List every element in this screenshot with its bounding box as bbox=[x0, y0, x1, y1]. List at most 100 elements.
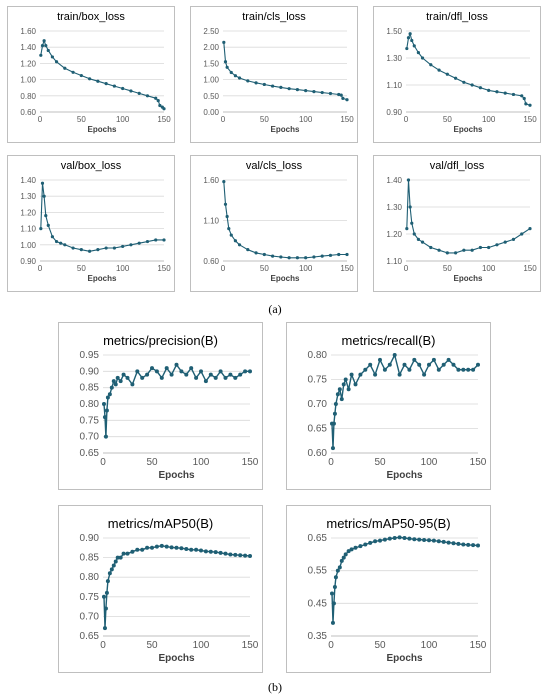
data-point bbox=[179, 369, 184, 374]
data-point bbox=[446, 357, 451, 362]
data-point bbox=[397, 535, 402, 540]
y-tick-label: 1.30 bbox=[20, 192, 36, 201]
y-tick-label: 0.90 bbox=[386, 108, 402, 117]
data-point bbox=[331, 601, 336, 606]
y-tick-label: 0.85 bbox=[80, 383, 100, 394]
x-tick-label: 150 bbox=[157, 115, 171, 124]
data-point bbox=[150, 366, 154, 371]
data-point bbox=[184, 372, 189, 377]
data-point bbox=[429, 245, 433, 250]
y-tick-label: 1.30 bbox=[386, 54, 402, 63]
data-point bbox=[456, 367, 461, 372]
data-point bbox=[159, 375, 164, 380]
data-point bbox=[471, 367, 476, 372]
x-tick-label: 50 bbox=[374, 457, 386, 468]
y-tick-label: 0.75 bbox=[80, 415, 100, 426]
data-point bbox=[71, 246, 75, 250]
y-tick-label: 0.90 bbox=[20, 257, 36, 266]
metrics-map50-95-b-title: metrics/mAP50-95(B) bbox=[326, 516, 451, 531]
data-point bbox=[476, 543, 480, 548]
data-point bbox=[79, 73, 83, 78]
y-tick-label: 1.60 bbox=[203, 176, 219, 185]
data-point bbox=[363, 542, 368, 547]
data-point bbox=[343, 377, 348, 382]
y-tick-label: 0.85 bbox=[80, 553, 100, 564]
data-point bbox=[179, 546, 184, 551]
data-point bbox=[130, 549, 135, 554]
data-point bbox=[328, 91, 333, 96]
chart-panel-metrics-recall: metrics/recall(B) 0.60 0.65 0.70 0.75 0.80 0 50… bbox=[286, 322, 491, 490]
data-point bbox=[115, 555, 120, 560]
y-tick-label: 0.80 bbox=[80, 399, 100, 410]
data-point bbox=[279, 255, 283, 259]
data-point bbox=[368, 362, 373, 367]
chart-panel-val-dfl-loss: val/dfl_loss 1.10 1.20 1.30 1.40 0 50 100 150 Epo… bbox=[373, 155, 541, 292]
data-point bbox=[368, 540, 373, 545]
data-point bbox=[410, 38, 414, 43]
data-point bbox=[476, 362, 480, 367]
data-point bbox=[130, 382, 135, 387]
y-tick-label: 1.10 bbox=[20, 225, 36, 234]
data-point bbox=[431, 357, 436, 362]
data-point bbox=[107, 392, 112, 397]
data-point bbox=[503, 91, 507, 95]
x-tick-label: 150 bbox=[340, 264, 354, 273]
val-box-loss-title: val/box_loss bbox=[60, 160, 122, 172]
x-tick-label: 150 bbox=[523, 264, 537, 273]
x-axis-label: Epochs bbox=[271, 125, 300, 134]
data-point bbox=[410, 221, 414, 225]
data-point bbox=[223, 551, 228, 556]
data-point bbox=[199, 369, 203, 374]
data-point bbox=[145, 372, 150, 377]
data-point bbox=[243, 369, 248, 374]
y-tick-label: 1.50 bbox=[203, 59, 219, 68]
data-point bbox=[441, 539, 446, 544]
data-point bbox=[337, 565, 342, 570]
data-point bbox=[511, 237, 516, 241]
data-point bbox=[320, 90, 324, 95]
y-tick-label: 1.50 bbox=[386, 27, 402, 36]
data-point bbox=[203, 549, 208, 554]
y-tick-label: 0.90 bbox=[80, 366, 100, 377]
x-tick-label: 0 bbox=[100, 457, 106, 468]
data-point bbox=[345, 98, 349, 102]
data-point bbox=[382, 537, 387, 542]
data-point bbox=[44, 43, 48, 48]
data-point bbox=[295, 256, 299, 260]
x-tick-label: 100 bbox=[116, 264, 130, 273]
data-point bbox=[412, 44, 416, 48]
data-point bbox=[445, 72, 449, 76]
val-cls-loss-plot: 0.60 1.10 1.60 0 50 100 150 Epochs bbox=[203, 176, 354, 283]
data-point bbox=[304, 89, 308, 93]
data-point bbox=[223, 202, 228, 206]
data-point bbox=[406, 178, 411, 182]
x-tick-label: 0 bbox=[328, 640, 334, 651]
data-point bbox=[145, 239, 150, 244]
y-tick-label: 0.75 bbox=[308, 375, 328, 386]
data-point bbox=[156, 99, 160, 103]
data-point bbox=[233, 239, 237, 243]
x-tick-label: 150 bbox=[340, 115, 354, 124]
y-tick-label: 1.40 bbox=[20, 43, 36, 52]
data-point bbox=[107, 571, 112, 576]
y-tick-label: 0.70 bbox=[308, 399, 328, 410]
data-point bbox=[524, 102, 528, 106]
data-point bbox=[248, 554, 252, 559]
data-point bbox=[346, 387, 351, 392]
data-point bbox=[487, 88, 491, 92]
data-point bbox=[164, 366, 169, 371]
y-tick-label: 1.10 bbox=[386, 81, 402, 90]
data-point bbox=[429, 63, 433, 67]
data-point bbox=[158, 103, 162, 108]
data-point bbox=[103, 434, 108, 439]
data-point bbox=[339, 397, 344, 402]
data-point bbox=[39, 227, 43, 231]
chart-panel-metrics-precision: metrics/precision(B) 0.65 0.70 0.75 0.80 0.85… bbox=[58, 322, 263, 490]
data-point bbox=[522, 96, 526, 101]
data-point bbox=[63, 66, 67, 70]
data-point bbox=[42, 194, 46, 198]
data-point bbox=[471, 543, 476, 548]
data-point bbox=[520, 232, 524, 236]
data-point bbox=[446, 540, 451, 545]
data-point bbox=[229, 70, 233, 75]
